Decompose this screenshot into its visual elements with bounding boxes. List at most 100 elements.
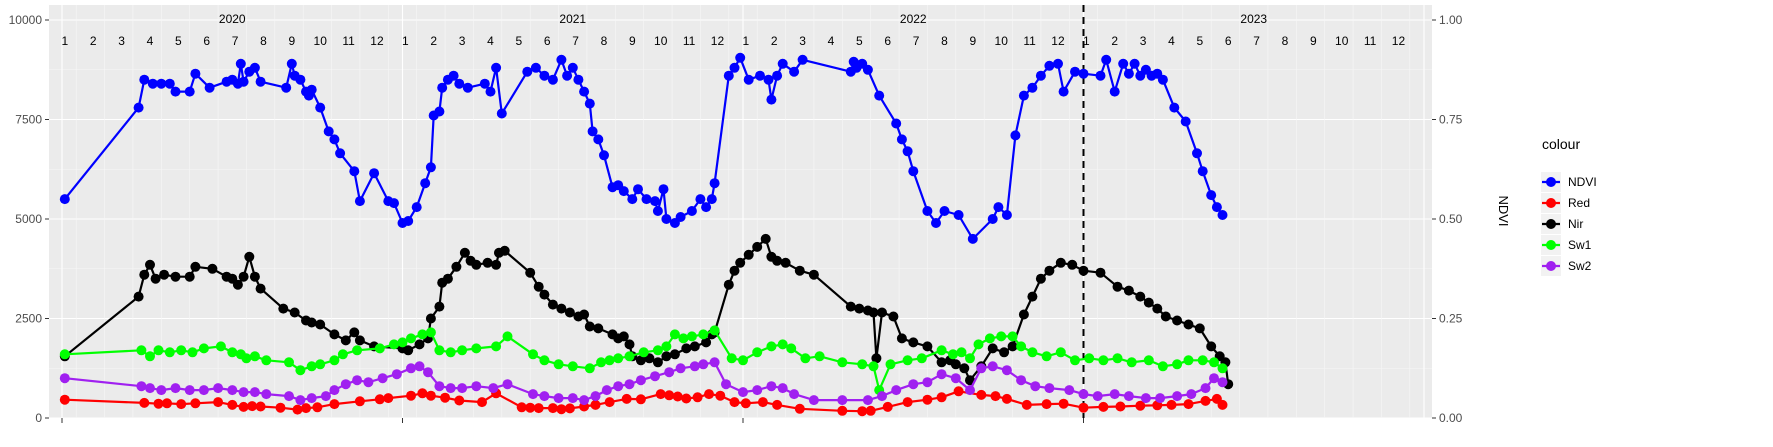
- data-point-sw1: [584, 363, 595, 374]
- data-point-sw1: [153, 345, 164, 356]
- month-label: 5: [1196, 34, 1203, 48]
- data-point-nir: [340, 335, 351, 346]
- series-sw1: [59, 325, 1228, 396]
- y-tick-label: 10000: [9, 13, 43, 27]
- data-point-nir: [150, 273, 161, 284]
- data-point-sw2: [1200, 383, 1211, 394]
- plot-panel: [49, 5, 1432, 418]
- data-point-sw1: [352, 345, 363, 356]
- data-point-ndvi: [766, 94, 777, 105]
- data-point-sw1: [306, 361, 317, 372]
- data-point-ndvi: [584, 98, 595, 109]
- data-point-nir: [244, 251, 255, 262]
- data-point-ndvi: [556, 54, 567, 65]
- data-point-sw1: [1143, 355, 1154, 366]
- data-point-sw2: [624, 379, 635, 390]
- month-label: 8: [1282, 34, 1289, 48]
- data-point-sw1: [295, 365, 306, 376]
- data-point-ndvi: [874, 90, 885, 101]
- data-point-sw2: [891, 385, 902, 396]
- data-point-sw1: [1098, 355, 1109, 366]
- data-point-nir: [1018, 309, 1029, 320]
- data-point-red: [1001, 393, 1012, 404]
- data-point-sw1: [1197, 355, 1208, 366]
- month-label: 8: [941, 34, 948, 48]
- data-point-red: [1058, 398, 1069, 409]
- data-point-sw1: [491, 341, 502, 352]
- data-point-sw1: [1157, 361, 1168, 372]
- data-point-sw2: [976, 363, 987, 374]
- data-point-nir: [289, 307, 300, 318]
- data-point-ndvi: [335, 148, 346, 159]
- data-point-ndvi: [133, 102, 144, 113]
- y-tick-label: 0: [35, 411, 42, 425]
- data-point-ndvi: [1044, 60, 1055, 71]
- month-label: 9: [629, 34, 636, 48]
- data-point-sw1: [59, 349, 70, 360]
- data-point-red: [757, 397, 768, 408]
- month-label: 4: [487, 34, 494, 48]
- data-point-sw1: [198, 343, 209, 354]
- data-point-sw1: [434, 345, 445, 356]
- data-point-nir: [1135, 291, 1146, 302]
- data-point-sw2: [391, 369, 402, 380]
- data-point-nir: [482, 257, 493, 268]
- legend-key-marker-red: [1546, 198, 1556, 208]
- data-point-sw1: [973, 339, 984, 350]
- data-point-ndvi: [599, 150, 609, 161]
- data-point-red: [865, 405, 876, 416]
- data-point-sw2: [601, 385, 612, 396]
- data-point-red: [516, 402, 527, 413]
- data-point-red: [153, 398, 164, 409]
- data-point-sw1: [678, 333, 689, 344]
- data-point-nir: [1067, 259, 1078, 270]
- month-label: 3: [459, 34, 466, 48]
- legend-key-marker-sw1: [1546, 240, 1556, 250]
- data-point-sw2: [987, 361, 998, 372]
- data-point-sw1: [553, 359, 564, 370]
- data-point-ndvi: [1027, 82, 1038, 93]
- data-point-red: [275, 402, 286, 413]
- data-point-sw2: [664, 367, 675, 378]
- data-point-ndvi: [1157, 74, 1168, 85]
- data-point-red: [990, 391, 1001, 402]
- month-label: 3: [799, 34, 806, 48]
- data-point-nir: [808, 269, 819, 280]
- month-label: 7: [1253, 34, 1260, 48]
- data-point-ndvi: [1180, 116, 1191, 127]
- data-point-nir: [133, 291, 144, 302]
- data-point-ndvi: [939, 206, 950, 216]
- month-label: 8: [601, 34, 608, 48]
- data-point-nir: [999, 347, 1010, 358]
- data-point-sw1: [956, 347, 967, 358]
- data-point-nir: [403, 345, 414, 356]
- data-point-red: [976, 389, 987, 400]
- month-label: 7: [572, 34, 579, 48]
- data-point-red: [740, 398, 751, 409]
- month-label: 12: [370, 34, 384, 48]
- data-point-sw2: [198, 385, 209, 396]
- data-point-ndvi: [425, 162, 436, 173]
- data-point-ndvi: [931, 218, 941, 228]
- data-point-red: [922, 394, 933, 405]
- data-point-red: [547, 403, 558, 414]
- data-point-ndvi: [922, 206, 933, 216]
- data-point-sw2: [306, 393, 317, 404]
- data-point-sw1: [984, 333, 995, 344]
- month-label: 10: [995, 34, 1009, 48]
- data-point-nir: [1152, 303, 1163, 314]
- data-point-nir: [1123, 285, 1134, 296]
- data-point-red: [635, 394, 646, 405]
- data-point-ndvi: [953, 210, 964, 220]
- data-point-ndvi: [658, 184, 669, 195]
- data-point-sw1: [329, 355, 340, 366]
- data-point-nir: [579, 309, 590, 320]
- data-point-nir: [735, 257, 746, 268]
- data-point-ndvi: [706, 194, 717, 205]
- data-point-ndvi: [723, 70, 734, 81]
- data-point-sw1: [814, 351, 825, 362]
- data-point-ndvi: [618, 186, 629, 197]
- data-point-nir: [729, 265, 740, 276]
- data-point-nir: [936, 357, 947, 368]
- data-point-red: [837, 405, 848, 416]
